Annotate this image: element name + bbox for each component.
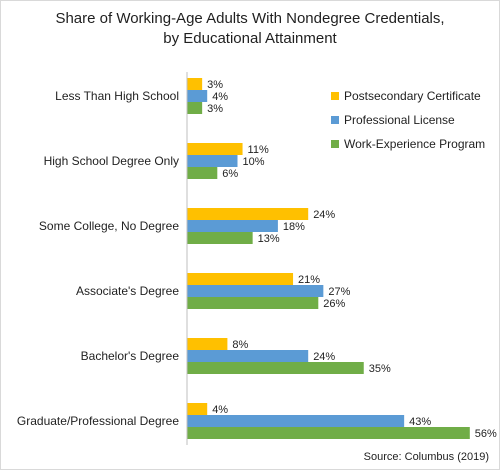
bar xyxy=(187,297,319,309)
category-label: Bachelor's Degree xyxy=(81,349,180,363)
data-label: 13% xyxy=(258,233,280,245)
bar xyxy=(187,273,294,285)
legend-swatch xyxy=(331,140,339,148)
bar xyxy=(187,415,405,427)
bar xyxy=(187,143,243,155)
legend-label: Professional License xyxy=(344,113,455,127)
category-label: Graduate/Professional Degree xyxy=(17,414,179,428)
data-label: 24% xyxy=(313,209,335,221)
legend-swatch xyxy=(331,116,339,124)
source-note: Source: Columbus (2019) xyxy=(363,451,489,463)
bar xyxy=(187,90,208,102)
category-label: Some College, No Degree xyxy=(39,219,179,233)
data-label: 43% xyxy=(409,416,431,428)
data-label: 24% xyxy=(313,351,335,363)
bar xyxy=(187,338,228,350)
bar xyxy=(187,208,309,220)
legend-label: Work-Experience Program xyxy=(344,137,485,151)
data-label: 3% xyxy=(207,79,223,91)
data-label: 8% xyxy=(232,339,248,351)
bar xyxy=(187,220,278,232)
data-label: 11% xyxy=(248,144,269,156)
bar xyxy=(187,78,203,90)
category-label: High School Degree Only xyxy=(44,154,179,168)
data-label: 35% xyxy=(369,363,391,375)
bar xyxy=(187,232,253,244)
data-label: 4% xyxy=(212,91,228,103)
bar xyxy=(187,167,218,179)
category-label: Associate's Degree xyxy=(76,284,179,298)
data-label: 18% xyxy=(283,221,305,233)
bar xyxy=(187,155,238,167)
data-label: 26% xyxy=(323,298,345,310)
bar xyxy=(187,285,324,297)
bar xyxy=(187,403,208,415)
bar xyxy=(187,427,470,439)
data-label: 27% xyxy=(328,286,350,298)
chart-title: Share of Working-Age Adults With Nondegr… xyxy=(1,9,499,49)
bar xyxy=(187,362,364,374)
data-label: 56% xyxy=(475,428,497,440)
data-label: 21% xyxy=(298,274,320,286)
data-label: 3% xyxy=(207,103,223,115)
data-label: 10% xyxy=(243,156,265,168)
chart-title-line-1: Share of Working-Age Adults With Nondegr… xyxy=(55,10,445,27)
legend-swatch xyxy=(331,92,339,100)
category-label: Less Than High School xyxy=(55,89,179,103)
data-label: 4% xyxy=(212,404,228,416)
bar xyxy=(187,102,203,114)
chart-title-line-2: by Educational Attainment xyxy=(163,30,337,47)
data-label: 6% xyxy=(222,168,238,180)
legend-label: Postsecondary Certificate xyxy=(344,89,481,103)
bar xyxy=(187,350,309,362)
